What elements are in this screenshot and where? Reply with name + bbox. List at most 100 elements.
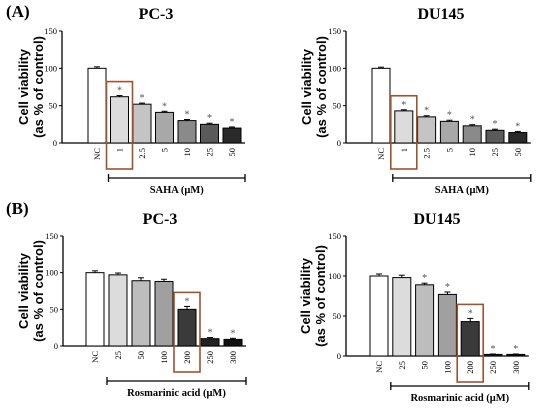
x-category-label: 2.5 bbox=[137, 148, 147, 159]
x-category-label: 25 bbox=[397, 361, 407, 370]
x-category-label: 50 bbox=[227, 148, 237, 157]
bar-300 bbox=[223, 338, 243, 347]
y-tick-label: 100 bbox=[328, 271, 341, 281]
x-category-label: 5 bbox=[444, 148, 454, 152]
y-tick-label: 50 bbox=[49, 101, 58, 111]
bar-50 bbox=[508, 132, 528, 144]
y-axis-label-line2: (as % of control) bbox=[314, 36, 329, 138]
significance-marker: * bbox=[468, 308, 473, 319]
significance-marker: * bbox=[470, 115, 475, 126]
bar-200 bbox=[460, 321, 480, 357]
bar-NC bbox=[371, 67, 391, 144]
x-category-label: 1 bbox=[399, 148, 409, 152]
bar-200 bbox=[177, 308, 197, 347]
highlight-box bbox=[105, 80, 134, 170]
bar-25 bbox=[200, 123, 219, 144]
bar-5 bbox=[155, 111, 174, 144]
panel-label-a: (A) bbox=[6, 2, 30, 21]
bar-100 bbox=[154, 280, 174, 347]
significance-marker: * bbox=[493, 119, 498, 130]
bar-5 bbox=[439, 120, 459, 144]
x-category-label: 25 bbox=[113, 351, 123, 360]
y-axis-label-line1: Cell viability bbox=[16, 252, 31, 329]
y-axis-label-line2: (as % of control) bbox=[31, 240, 46, 342]
x-category-label: 50 bbox=[420, 361, 430, 370]
bar-100 bbox=[437, 293, 457, 357]
significance-marker: * bbox=[185, 296, 190, 307]
significance-marker: * bbox=[230, 117, 235, 128]
x-category-label: 10 bbox=[182, 148, 192, 157]
bar-50 bbox=[222, 127, 242, 144]
x-category-label: 50 bbox=[513, 148, 523, 157]
bar-2.5 bbox=[417, 116, 437, 144]
y-tick-label: 150 bbox=[328, 231, 341, 241]
y-tick-label: 100 bbox=[45, 268, 58, 278]
significance-marker: * bbox=[117, 86, 122, 97]
bar-NC bbox=[369, 275, 389, 357]
group-label: Rosmarinic acid (μM) bbox=[410, 393, 509, 404]
bar-NC bbox=[87, 67, 107, 144]
bar-250 bbox=[200, 338, 220, 347]
x-category-label: 300 bbox=[511, 361, 521, 374]
y-axis-label-line2: (as % of control) bbox=[313, 245, 328, 347]
x-category-label: 50 bbox=[136, 351, 146, 360]
significance-marker: * bbox=[162, 101, 167, 112]
bar-10 bbox=[177, 120, 197, 144]
x-category-label: 25 bbox=[490, 148, 500, 157]
x-category-label: NC bbox=[374, 361, 384, 373]
group-label: SAHA (μM) bbox=[150, 185, 205, 196]
y-tick-label: 50 bbox=[333, 101, 342, 111]
y-axis-label-line1: Cell viability bbox=[16, 48, 31, 125]
chart-title: DU145 bbox=[413, 211, 460, 228]
x-category-label: 250 bbox=[488, 361, 498, 374]
x-category-label: 1 bbox=[115, 148, 125, 152]
x-category-label: 250 bbox=[205, 351, 215, 364]
significance-marker: * bbox=[185, 109, 190, 120]
x-category-label: 200 bbox=[182, 351, 192, 364]
bar-1 bbox=[394, 110, 414, 144]
significance-marker: * bbox=[445, 282, 450, 293]
significance-marker: * bbox=[231, 328, 236, 339]
y-tick-label: 100 bbox=[44, 63, 57, 73]
chart-title: PC-3 bbox=[139, 6, 174, 23]
group-label: Rosmarinic acid (μM) bbox=[127, 388, 226, 399]
significance-marker: * bbox=[513, 344, 518, 355]
bar-2.5 bbox=[132, 103, 152, 144]
x-category-label: 100 bbox=[442, 361, 452, 374]
y-tick-label: 150 bbox=[44, 26, 57, 36]
significance-marker: * bbox=[491, 344, 496, 355]
chart-a-pc3: PC-3 Cell viability (as % of control) 0 50 10… bbox=[16, 6, 246, 196]
significance-marker: * bbox=[140, 93, 145, 104]
y-tick-label: 0 bbox=[337, 138, 341, 148]
y-tick-label: 0 bbox=[53, 138, 57, 148]
x-category-label: 25 bbox=[205, 148, 215, 157]
y-axis-label-line1: Cell viability bbox=[299, 48, 314, 125]
significance-marker: * bbox=[422, 273, 427, 284]
bar-25 bbox=[108, 274, 128, 347]
y-tick-label: 50 bbox=[333, 311, 342, 321]
highlight-box bbox=[173, 291, 201, 373]
bar-25 bbox=[392, 277, 412, 357]
significance-marker: * bbox=[208, 328, 213, 339]
bar-50 bbox=[415, 284, 435, 357]
y-tick-label: 150 bbox=[45, 231, 58, 241]
significance-marker: * bbox=[424, 106, 429, 117]
highlight-box bbox=[456, 303, 485, 383]
x-category-label: 10 bbox=[467, 148, 477, 157]
x-category-label: 100 bbox=[159, 351, 169, 364]
group-label: SAHA (μM) bbox=[435, 185, 490, 196]
bar-10 bbox=[462, 125, 482, 144]
bar-1 bbox=[110, 96, 129, 144]
x-category-label: 5 bbox=[160, 148, 170, 152]
chart-title: DU145 bbox=[417, 6, 464, 23]
bar-50 bbox=[131, 280, 151, 347]
y-axis-label-line1: Cell viability bbox=[298, 257, 313, 334]
x-category-label: 2.5 bbox=[422, 148, 432, 159]
x-category-label: NC bbox=[90, 351, 100, 363]
y-axis-label-line2: (as % of control) bbox=[31, 36, 46, 138]
panel-label-b: (B) bbox=[6, 199, 29, 218]
significance-marker: * bbox=[515, 121, 520, 132]
chart-b-pc3: PC-3 Cell viability (as % of control) 0 50 10… bbox=[16, 211, 247, 399]
chart-a-du145: DU145 Cell viability (as % of control) 0 50 1… bbox=[299, 6, 532, 196]
